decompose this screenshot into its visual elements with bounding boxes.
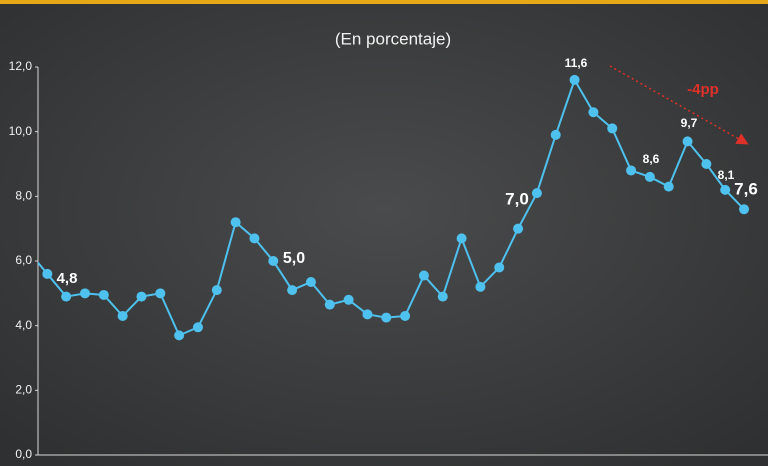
annotation: 7,6 bbox=[734, 179, 758, 198]
data-point bbox=[42, 268, 53, 279]
annotation: 11,6 bbox=[565, 56, 588, 70]
data-point bbox=[136, 291, 147, 302]
data-point bbox=[550, 129, 561, 140]
data-point bbox=[249, 233, 260, 244]
data-point bbox=[268, 256, 279, 266]
annotation: 4,8 bbox=[57, 270, 78, 287]
trend-arrow bbox=[609, 65, 749, 145]
data-point bbox=[513, 223, 524, 234]
annotation: 8,6 bbox=[643, 152, 660, 166]
data-point bbox=[475, 281, 486, 292]
data-point bbox=[682, 136, 693, 147]
y-tick-label: 6,0 bbox=[15, 253, 32, 267]
annotation: 7,0 bbox=[505, 189, 529, 208]
annotation: 9,7 bbox=[681, 116, 698, 130]
data-point bbox=[305, 277, 316, 288]
data-point bbox=[155, 288, 166, 299]
data-point bbox=[569, 74, 580, 85]
data-point bbox=[494, 262, 505, 273]
data-point bbox=[437, 291, 448, 302]
y-tick-label: 12,0 bbox=[9, 59, 33, 73]
y-tick-label: 2,0 bbox=[15, 383, 32, 397]
data-point bbox=[663, 181, 674, 192]
plot-area bbox=[38, 74, 750, 341]
y-tick-label: 10,0 bbox=[9, 124, 33, 138]
data-point bbox=[192, 322, 203, 333]
data-point bbox=[607, 123, 618, 134]
data-point bbox=[701, 159, 712, 169]
data-point bbox=[98, 289, 109, 300]
annotation: 5,0 bbox=[283, 250, 305, 267]
y-tick-label: 0,0 bbox=[15, 447, 32, 461]
data-point bbox=[400, 310, 411, 321]
data-point bbox=[720, 184, 731, 195]
annotation: 8,1 bbox=[718, 168, 735, 182]
data-point bbox=[324, 299, 335, 310]
data-point bbox=[644, 171, 655, 182]
data-point bbox=[174, 330, 185, 341]
data-point bbox=[61, 291, 72, 302]
data-point bbox=[418, 270, 429, 281]
data-point bbox=[343, 294, 354, 305]
data-point bbox=[117, 310, 128, 321]
y-tick-label: 4,0 bbox=[15, 318, 32, 332]
data-point bbox=[381, 312, 392, 323]
data-point bbox=[287, 285, 298, 296]
data-point bbox=[739, 204, 750, 215]
data-point bbox=[456, 233, 467, 244]
data-point bbox=[531, 188, 542, 199]
data-point bbox=[211, 285, 222, 296]
data-point bbox=[230, 217, 241, 228]
y-tick-label: 8,0 bbox=[15, 189, 32, 203]
data-point bbox=[362, 309, 373, 320]
data-point bbox=[588, 107, 599, 118]
chart-subtitle: (En porcentaje) bbox=[335, 29, 451, 48]
annotation: -4pp bbox=[687, 81, 719, 98]
data-point bbox=[626, 165, 637, 176]
data-point bbox=[79, 288, 90, 299]
top-strip bbox=[0, 0, 768, 4]
